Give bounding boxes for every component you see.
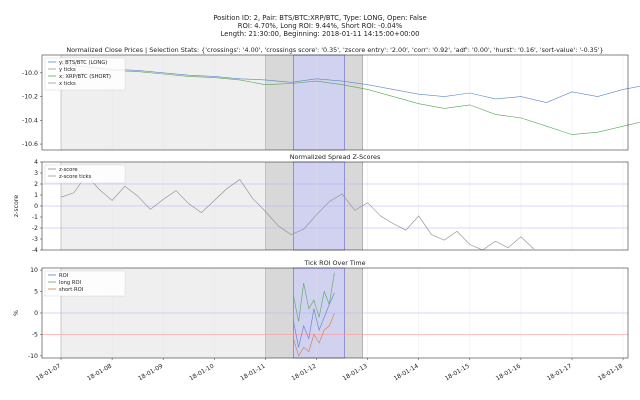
- y-tick-label: 0: [34, 203, 38, 210]
- legend-entry: long ROI: [59, 280, 82, 286]
- y-tick-label: 4: [34, 159, 38, 166]
- y-tick-label: -10.2: [22, 94, 38, 101]
- series-line: [60, 64, 640, 103]
- panel-title: Normalized Spread Z-Scores: [290, 153, 381, 161]
- y-tick-label: 5: [34, 289, 38, 296]
- x-tick-label: 18-01-15: [444, 363, 471, 383]
- series-line: [293, 313, 335, 357]
- figure-title-line-1: Position ID: 2, Pair: BTS/BTC:XRP/BTC, T…: [213, 14, 427, 22]
- panel-title: Normalized Close Prices | Selection Stat…: [66, 46, 603, 54]
- y-tick-label: -4: [32, 247, 38, 254]
- plot-frame: [41, 161, 629, 251]
- x-tick-label: 18-01-12: [290, 363, 317, 383]
- legend-box: [44, 57, 126, 91]
- y-tick-label: 2: [34, 181, 38, 188]
- panel-2: Normalized Spread Z-Scores 4 3 2 1 0 -1 -2 -3 -4 z…: [13, 153, 629, 254]
- legend-entry: z-score ticks: [59, 174, 92, 180]
- y-axis-label: %: [13, 310, 20, 316]
- y-tick-label: -1: [32, 214, 38, 221]
- plot-frame: [41, 54, 629, 151]
- y-tick-label: 10: [30, 267, 38, 274]
- legend-entry: y: BTS/BTC (LONG): [59, 60, 107, 66]
- x-tick-label: 18-01-17: [546, 363, 573, 383]
- plot-frame: [41, 267, 629, 359]
- x-tick-label: 18-01-11: [239, 363, 266, 383]
- y-tick-label: -10.4: [22, 117, 38, 124]
- y-tick-label: -10.0: [22, 70, 38, 77]
- x-tick-label: 18-01-14: [393, 363, 420, 383]
- y-axis-label: z-score: [13, 195, 20, 217]
- legend-entry: ROI: [59, 273, 69, 279]
- series-line: [60, 63, 640, 135]
- x-tick-label: 18-01-10: [188, 363, 215, 383]
- pre-position-shade: [265, 55, 294, 150]
- x-tick-label: 18-01-18: [597, 363, 624, 383]
- legend-entry: x ticks: [59, 81, 76, 87]
- y-tick-label: 1: [34, 192, 38, 199]
- y-tick-label: -3: [32, 236, 38, 243]
- x-tick-label: 18-01-09: [137, 363, 164, 383]
- x-tick-label: 18-01-07: [35, 363, 62, 383]
- figure-title-line-2: ROI: 4.70%, Long ROI: 9.44%, Short ROI: …: [237, 22, 403, 30]
- y-tick-label: -10: [28, 353, 38, 360]
- series-line: [293, 272, 335, 322]
- legend-entry: z-score: [59, 167, 78, 173]
- y-tick-label: 0: [34, 310, 38, 317]
- series-line: [60, 174, 534, 251]
- panel-title: Tick ROI Over Time: [303, 259, 365, 267]
- x-tick-label: 18-01-08: [86, 363, 113, 383]
- legend-box: [44, 164, 126, 184]
- legend-entry: y ticks: [59, 67, 76, 73]
- position-shade: [293, 54, 345, 151]
- y-tick-label: 3: [34, 170, 38, 177]
- series-line: [293, 292, 335, 348]
- legend-entry: x: XRP/BTC (SHORT): [59, 74, 111, 80]
- panel-1: Normalized Close Prices | Selection Stat…: [22, 46, 640, 151]
- figure-title-line-3: Length: 21:30:00, Beginning: 2018-01-11 …: [220, 30, 420, 38]
- legend-box: [44, 270, 126, 297]
- x-tick-label: 18-01-16: [495, 363, 522, 383]
- y-tick-label: -2: [32, 225, 38, 232]
- y-tick-label: -10.6: [22, 141, 38, 148]
- y-tick-label: -5: [32, 331, 38, 338]
- x-tick-label: 18-01-13: [342, 363, 369, 383]
- post-position-shade: [344, 55, 363, 150]
- legend-entry: short ROI: [59, 287, 84, 293]
